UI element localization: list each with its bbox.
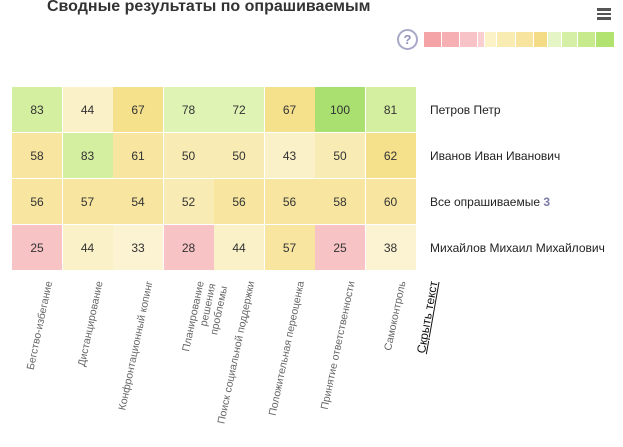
row-all-label: Все опрашиваемые 3 <box>430 195 550 209</box>
heatmap-cell[interactable]: 52 <box>163 179 215 225</box>
column-label: Самоконтроль <box>382 280 409 352</box>
heatmap-cell[interactable]: 57 <box>264 225 316 271</box>
heatmap-cell[interactable]: 25 <box>12 225 63 271</box>
legend-swatch <box>548 32 561 47</box>
legend-swatch <box>485 32 496 47</box>
respondent-count: 3 <box>543 195 551 209</box>
heatmap-cell[interactable]: 78 <box>163 87 215 133</box>
heatmap-cell[interactable]: 50 <box>163 133 215 179</box>
row-ivanov-label: Иванов Иван Иванович <box>430 149 560 163</box>
legend-swatch <box>478 32 484 47</box>
column-label: Положительная переоценка <box>267 280 308 417</box>
column-label: Планирование решения проблемы <box>179 280 230 353</box>
heatmap-cell[interactable]: 61 <box>113 133 164 179</box>
row-label-text: Петров Петр <box>430 103 501 117</box>
heatmap-cell[interactable]: 56 <box>12 179 63 225</box>
heatmap-cell[interactable]: 62 <box>365 133 417 179</box>
legend-swatch <box>460 32 477 47</box>
row-mikhailov-label: Михайлов Михаил Михайлович <box>430 241 605 255</box>
legend-swatch <box>497 32 515 47</box>
legend-swatch <box>578 32 595 47</box>
column-label: Принятие ответственности <box>319 280 358 411</box>
heatmap-cell[interactable]: 44 <box>214 225 265 271</box>
column-label: Дистанцирование <box>75 280 106 368</box>
heatmap-cell[interactable]: 28 <box>163 225 215 271</box>
heatmap-cell[interactable]: 50 <box>315 133 366 179</box>
heatmap-cell[interactable]: 50 <box>214 133 265 179</box>
column-label: Бегство-избегание <box>24 280 55 371</box>
legend-swatch <box>562 32 577 47</box>
legend-swatch <box>534 32 547 47</box>
legend-swatch <box>596 32 614 47</box>
hide-text-link[interactable]: Скрыть текст <box>414 279 441 355</box>
heatmap-cell[interactable]: 44 <box>62 225 114 271</box>
row-label-text: Михайлов Михаил Михайлович <box>430 241 605 255</box>
color-scale-legend <box>424 32 614 47</box>
heatmap-cell[interactable]: 43 <box>264 133 316 179</box>
heatmap-cell[interactable]: 58 <box>12 133 63 179</box>
page-title: Сводные результаты по опрашиваемым <box>47 0 371 15</box>
heatmap-cell[interactable]: 33 <box>113 225 164 271</box>
heatmap-cell[interactable]: 83 <box>62 133 114 179</box>
heatmap-cell[interactable]: 67 <box>264 87 316 133</box>
heatmap-cell[interactable]: 81 <box>365 87 417 133</box>
heatmap-cell[interactable]: 72 <box>214 87 265 133</box>
hamburger-menu-icon[interactable] <box>597 8 611 21</box>
heatmap-cell[interactable]: 54 <box>113 179 164 225</box>
heatmap-cell[interactable]: 83 <box>12 87 63 133</box>
heatmap-cell[interactable]: 67 <box>113 87 164 133</box>
question-circle-icon[interactable]: ? <box>397 29 418 50</box>
legend-swatch <box>442 32 459 47</box>
legend-swatch <box>424 32 441 47</box>
heatmap-cell[interactable]: 60 <box>365 179 417 225</box>
heatmap-cell[interactable]: 58 <box>315 179 366 225</box>
heatmap-cell[interactable]: 56 <box>264 179 316 225</box>
row-label-text: Иванов Иван Иванович <box>430 149 561 163</box>
row-label-text: Все опрашиваемые <box>430 195 540 209</box>
heatmap-cell[interactable]: 38 <box>365 225 417 271</box>
column-label: Конфронтационный копинг <box>116 280 156 412</box>
heatmap-cell[interactable]: 56 <box>214 179 265 225</box>
heatmap-cell[interactable]: 100 <box>315 87 366 133</box>
heatmap-cell[interactable]: 25 <box>315 225 366 271</box>
legend-swatch <box>516 32 533 47</box>
heatmap-cell[interactable]: 57 <box>62 179 114 225</box>
heatmap-cell[interactable]: 44 <box>62 87 114 133</box>
row-petrov-label: Петров Петр <box>430 103 501 117</box>
